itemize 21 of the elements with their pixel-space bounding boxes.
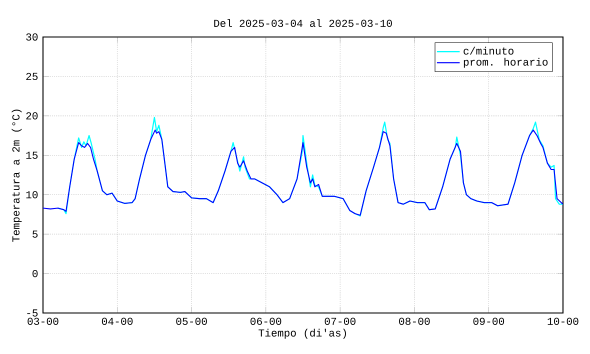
y-tick-label: 15 bbox=[26, 152, 38, 159]
x-tick-label: 06-00 bbox=[250, 318, 282, 325]
x-tick-label: 07-00 bbox=[324, 318, 356, 325]
x-tick-label: 05-00 bbox=[176, 318, 207, 325]
x-tick-label: 04-00 bbox=[102, 318, 133, 325]
y-tick-label: 5 bbox=[32, 230, 38, 238]
y-tick-label: 0 bbox=[32, 270, 38, 278]
chart-title: Del 2025-03-04 al 2025-03-10 bbox=[214, 19, 392, 27]
y-tick-label: 10 bbox=[26, 191, 38, 198]
x-axis-title: Tiempo (di'as) bbox=[258, 328, 346, 339]
legend-label: prom. horario bbox=[464, 58, 548, 68]
x-tick-label: 09-00 bbox=[473, 318, 504, 325]
y-tick-label: -5 bbox=[27, 309, 38, 317]
legend-label: c/minuto bbox=[464, 46, 514, 55]
x-tick-label: 03-00 bbox=[28, 318, 58, 325]
y-tick-label: 30 bbox=[26, 33, 38, 41]
y-axis-title: Temperatura a 2m (°C) bbox=[12, 110, 22, 242]
x-tick-label: 08-00 bbox=[399, 318, 430, 325]
y-tick-label: 25 bbox=[26, 72, 38, 80]
y-tick-label: 20 bbox=[26, 112, 38, 120]
x-tick-label: 10-00 bbox=[548, 318, 578, 325]
